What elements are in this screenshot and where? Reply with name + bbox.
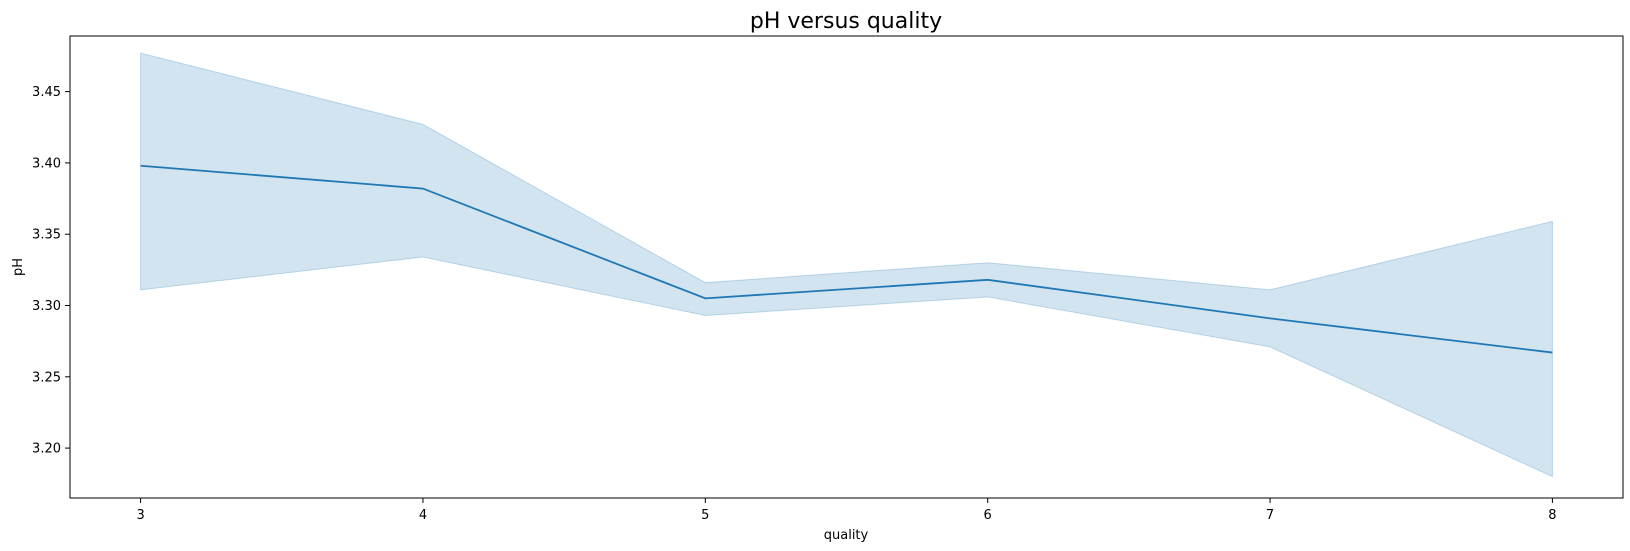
y-tick-label: 3.20 (32, 442, 61, 457)
y-tick-label: 3.45 (32, 85, 61, 100)
x-axis: 3 4 5 6 7 8 (136, 498, 1557, 523)
plot-frame (69, 35, 1624, 499)
x-tick-label: 6 (984, 508, 992, 523)
x-tick-label: 7 (1266, 508, 1274, 523)
x-tick-label: 8 (1548, 508, 1556, 523)
x-tick-label: 5 (701, 508, 709, 523)
x-tick-label: 4 (419, 508, 427, 523)
plot-area (140, 52, 1553, 478)
x-axis-label: quality (824, 528, 869, 543)
y-axis-label: pH (11, 258, 26, 276)
y-tick-label: 3.40 (32, 156, 61, 171)
confidence-band-0 (140, 52, 1553, 478)
x-tick-label: 3 (136, 508, 144, 523)
series-line-0 (140, 164, 1553, 354)
y-tick-label: 3.30 (32, 299, 61, 314)
y-tick-label: 3.35 (32, 228, 61, 243)
y-tick-label: 3.25 (32, 370, 61, 385)
y-axis: 3.20 3.25 3.30 3.35 3.40 3.45 (32, 85, 70, 457)
chart-title: pH versus quality (750, 9, 942, 34)
